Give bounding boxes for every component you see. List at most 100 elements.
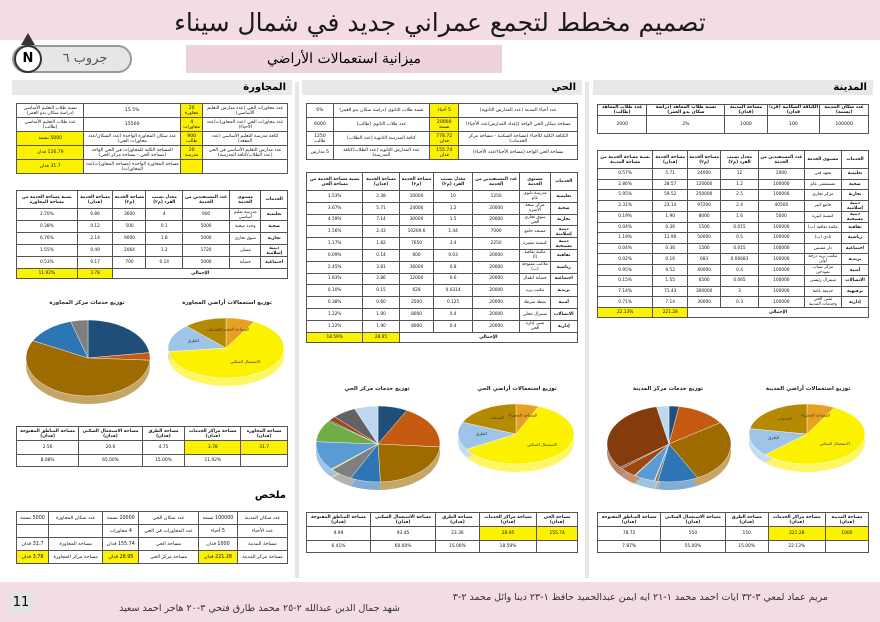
table-cell: 0.6 — [433, 272, 473, 286]
table-cell: أمنية — [549, 296, 578, 309]
district-land-use-pie: المساحة الخضراء الاستعمال السكني الطرق الخد… — [457, 403, 575, 472]
table-cell: 2.86 — [362, 272, 400, 286]
district-land-use-slice — [465, 406, 575, 465]
table-cell: 7000 — [471, 225, 521, 239]
column-header: عدد المستفيدين من الخدمة — [471, 172, 521, 191]
info-cell: 778.72 فدان — [429, 131, 460, 146]
info-cell: عدد مجاورات الحي (عدد مدارس التعليم الأس… — [202, 103, 288, 118]
table-cell: 93.45 — [369, 526, 437, 541]
table-cell: 2.14 — [76, 232, 114, 245]
table-cell: 3.67% — [305, 201, 364, 215]
table-cell: نقطة شرطة — [519, 296, 551, 309]
team-names-1: مريم عماد لمعي ٣-٣٢ ايات احمد محمد ١-٢١ … — [452, 592, 828, 603]
city-chart1-title: توزيع استعمالات أراضي المدينة — [765, 386, 851, 392]
neighborhood-services-slice — [70, 319, 89, 359]
info-cell: مساحة الحي الواحد (مساحة الأحياء/عدد الأ… — [458, 145, 578, 160]
table-cell: 100000 — [757, 242, 805, 254]
table-cell: مركز شباب نموذجي — [803, 264, 842, 276]
summary-cell: مساحة مركز المدينة — [236, 550, 289, 564]
table-cell: 2500 — [398, 296, 435, 309]
table-cell: 1.6 — [720, 210, 759, 223]
table-cell: 1.44 — [433, 225, 473, 239]
table-row: دينية إسلامية مصلى 1720 1.2 2064 0.49 1.55% — [16, 244, 288, 257]
table-cell: 0.5 — [720, 232, 759, 244]
city-area-table: مساحة المدينة (فدان) مساحة مراكز الخدمات … — [596, 512, 870, 553]
table-cell: 3.81 — [362, 260, 400, 274]
total-label: الإجمالي — [398, 331, 579, 343]
table-row: دينية مسيحية كنيسة كبيرة 5000 1.6 8000 1.90 0.… — [596, 210, 870, 223]
table-cell: 1.2 — [720, 178, 759, 190]
info-cell: 5000 نسمة — [15, 131, 85, 146]
table-cell: 0.09% — [305, 248, 364, 262]
table-cell: 2000 — [757, 168, 805, 180]
info-cell: 126.79 فدان — [15, 145, 85, 160]
table-cell: 100000 — [819, 115, 869, 134]
table-cell: مركز صحة الأسرة — [519, 201, 551, 215]
table-cell: 7.14 — [652, 296, 689, 308]
column-header: نسبة مساحة الخدمة من مساحة المجاورة — [16, 190, 78, 209]
table-cell: 2000 — [596, 115, 648, 134]
table-cell: 0.4 — [720, 264, 759, 276]
district-services-table: الخدمات مستوى الخدمة عدد المستفيدين من الخ… — [305, 172, 579, 343]
table-cell: تعليمية — [840, 168, 870, 180]
table-cell: 0.15% — [596, 275, 654, 287]
column-header: مستوى الخدمة — [519, 172, 551, 191]
summary-cell: عدد سكان المجاورة — [47, 511, 104, 525]
table-cell: 100000 — [757, 285, 805, 297]
table-row: صحية وحدة صحية 5000 0.1 500 0.12 0.38% — [16, 220, 288, 233]
table-row: إدارية مبنى إدارة الحي 20000 0.4 8000 1.90 1.2… — [305, 319, 578, 333]
city-land-use-slice-label: الخدمات — [778, 416, 792, 421]
column-header: مستوى الخدمة — [229, 190, 262, 209]
summary-cell: عدد الأحياء — [236, 524, 289, 538]
table-cell: 1.5 — [433, 213, 473, 227]
table-cell: 0.0314 — [433, 284, 473, 298]
city-land-use-slice-label: المساحة الخضراء — [801, 413, 830, 418]
table-cell: 2.86% — [596, 178, 654, 190]
table-cell: أمنية — [840, 264, 870, 276]
table-cell: سوق تجاري — [229, 232, 262, 245]
table-cell: الاتصالات — [549, 307, 578, 321]
table-row: دينية إسلامية مسجد جامع 7000 1.44 10209.6 2.4… — [305, 225, 578, 239]
summary-cell: عدد سكان الحي — [138, 511, 199, 525]
table-cell: مصلى — [229, 244, 262, 257]
table-cell: 100000 — [757, 232, 805, 244]
column-header: الخدمات — [260, 190, 288, 209]
table-cell: رياضية — [549, 260, 578, 274]
table-cell: وحدة صحية — [229, 220, 262, 233]
table-row: تعليمية معهد فني 2000 12 24000 5.71 0.57% — [596, 168, 870, 180]
info-cell: 155.74 فدان — [429, 145, 460, 160]
table-cell: مكتبة ثقافية (ب) — [803, 221, 842, 233]
table-cell: 24000 — [398, 201, 435, 215]
table-cell: 5000 — [182, 232, 231, 245]
table-cell: نادي (ب) — [803, 232, 842, 244]
district-services-slice — [377, 443, 441, 483]
table-cell: 100000 — [757, 253, 805, 265]
column-header: مساحة المدينة (فدان) — [724, 104, 768, 116]
table-row: اجتماعية دار مسنين 100000 0.015 1500 0.36 0.04… — [596, 242, 870, 254]
info-cell: مساحة سكان الحي الواحد (إعداد المدارس/عد… — [458, 117, 578, 132]
table-row: أمنية مركز شباب نموذجي 100000 0.4 40000 9.52 0… — [596, 264, 870, 276]
table-cell: 0.4 — [433, 319, 473, 333]
table-cell: 0.8 — [433, 260, 473, 274]
table-cell: 0.57% — [596, 168, 654, 180]
table-cell: 0.36 — [652, 221, 689, 233]
table-cell: 2% — [646, 115, 726, 134]
table-cell: 0.125 — [433, 296, 473, 309]
table-cell: 0.53% — [16, 256, 78, 269]
table-cell: رياضية — [840, 232, 870, 244]
total-percent: 11.92% — [16, 268, 78, 279]
table-cell: 0.49 — [76, 244, 114, 257]
district-services-slice — [377, 410, 441, 448]
district-area-table: مساحة الحي (فدان) مساحة مراكز الخدمات (فد… — [306, 512, 578, 553]
column-header: مساحة الخدمة (فدان) — [652, 150, 689, 169]
table-cell: 15.00% — [435, 540, 480, 553]
column-header: معدل نصيب الفرد (م٢) — [720, 150, 759, 169]
table-cell: 59.52 — [652, 189, 689, 201]
table-cell: إدارية — [840, 296, 870, 308]
table-cell: 1720 — [182, 244, 231, 257]
total-label: الإجمالي — [687, 307, 869, 318]
table-cell: 2250 — [471, 237, 521, 250]
summary-cell: 28.95 فدان — [102, 550, 140, 564]
table-cell: 9000 — [112, 232, 147, 245]
district-land-use-slice-label: الاستعمال السكني — [527, 442, 557, 447]
